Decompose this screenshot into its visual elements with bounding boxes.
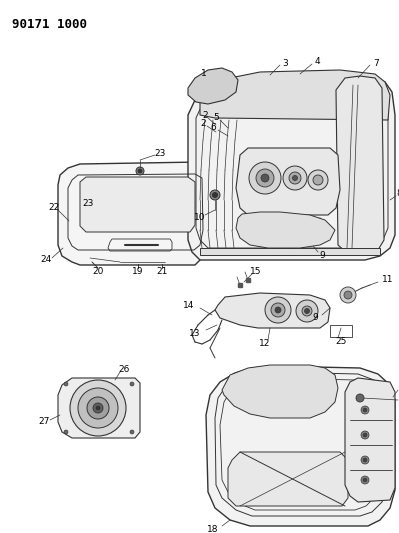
Circle shape bbox=[70, 380, 126, 436]
Text: 18: 18 bbox=[207, 524, 218, 533]
Circle shape bbox=[292, 175, 298, 181]
Text: 7: 7 bbox=[373, 59, 379, 68]
Circle shape bbox=[210, 190, 220, 200]
Polygon shape bbox=[345, 378, 395, 502]
Polygon shape bbox=[236, 212, 335, 248]
Text: 14: 14 bbox=[183, 301, 194, 310]
Circle shape bbox=[283, 166, 307, 190]
Circle shape bbox=[361, 456, 369, 464]
Text: 5: 5 bbox=[213, 112, 219, 122]
Text: 16: 16 bbox=[398, 383, 399, 392]
Circle shape bbox=[256, 169, 274, 187]
Text: 3: 3 bbox=[282, 59, 288, 68]
Text: 9: 9 bbox=[319, 251, 325, 260]
Circle shape bbox=[363, 408, 367, 412]
Circle shape bbox=[363, 478, 367, 482]
Polygon shape bbox=[58, 378, 140, 438]
Circle shape bbox=[304, 309, 310, 313]
Polygon shape bbox=[58, 162, 210, 265]
Text: 19: 19 bbox=[132, 268, 144, 277]
Bar bbox=[80, 183, 90, 189]
Polygon shape bbox=[215, 293, 330, 328]
Text: 8: 8 bbox=[396, 189, 399, 198]
Circle shape bbox=[64, 430, 68, 434]
Polygon shape bbox=[206, 366, 395, 526]
Text: 2: 2 bbox=[200, 119, 206, 128]
Circle shape bbox=[361, 476, 369, 484]
Circle shape bbox=[289, 172, 301, 184]
Polygon shape bbox=[222, 365, 338, 418]
Polygon shape bbox=[228, 452, 348, 506]
Circle shape bbox=[361, 431, 369, 439]
Circle shape bbox=[275, 307, 281, 313]
Circle shape bbox=[296, 300, 318, 322]
Text: 13: 13 bbox=[188, 328, 200, 337]
Circle shape bbox=[363, 433, 367, 437]
Polygon shape bbox=[80, 177, 195, 232]
Circle shape bbox=[138, 169, 142, 173]
Text: 4: 4 bbox=[314, 58, 320, 67]
Text: 25: 25 bbox=[335, 336, 347, 345]
Circle shape bbox=[340, 287, 356, 303]
Bar bbox=[68, 218, 77, 224]
Circle shape bbox=[213, 192, 217, 198]
Text: 17: 17 bbox=[398, 392, 399, 401]
Text: 12: 12 bbox=[259, 340, 271, 349]
Circle shape bbox=[130, 382, 134, 386]
Circle shape bbox=[361, 406, 369, 414]
Text: 26: 26 bbox=[119, 365, 130, 374]
Text: 90171 1000: 90171 1000 bbox=[12, 18, 87, 31]
Polygon shape bbox=[188, 68, 238, 104]
Text: 21: 21 bbox=[156, 268, 168, 277]
Text: 15: 15 bbox=[250, 268, 262, 277]
Circle shape bbox=[136, 167, 144, 175]
Circle shape bbox=[265, 297, 291, 323]
Text: 10: 10 bbox=[194, 214, 206, 222]
Text: 20: 20 bbox=[92, 268, 104, 277]
Circle shape bbox=[302, 306, 312, 316]
Text: 9: 9 bbox=[312, 312, 318, 321]
Circle shape bbox=[130, 430, 134, 434]
Text: 6: 6 bbox=[210, 124, 216, 133]
Circle shape bbox=[87, 397, 109, 419]
Circle shape bbox=[93, 403, 103, 413]
Circle shape bbox=[261, 174, 269, 182]
Circle shape bbox=[356, 394, 364, 402]
Circle shape bbox=[344, 291, 352, 299]
Text: 27: 27 bbox=[38, 417, 50, 426]
Text: 11: 11 bbox=[382, 276, 393, 285]
Text: 23: 23 bbox=[154, 149, 166, 157]
Text: 22: 22 bbox=[48, 203, 59, 212]
Circle shape bbox=[249, 162, 281, 194]
Polygon shape bbox=[200, 70, 390, 120]
Circle shape bbox=[96, 406, 100, 410]
Polygon shape bbox=[188, 74, 395, 260]
Text: 24: 24 bbox=[40, 255, 51, 264]
Text: 1: 1 bbox=[201, 69, 207, 77]
Circle shape bbox=[64, 382, 68, 386]
Polygon shape bbox=[236, 148, 340, 215]
Text: 2: 2 bbox=[202, 110, 208, 119]
Circle shape bbox=[363, 458, 367, 462]
Polygon shape bbox=[336, 76, 384, 252]
Polygon shape bbox=[200, 248, 380, 255]
Bar bbox=[330, 325, 352, 337]
Circle shape bbox=[308, 170, 328, 190]
Circle shape bbox=[313, 175, 323, 185]
Circle shape bbox=[78, 388, 118, 428]
Text: 23: 23 bbox=[82, 198, 94, 207]
Circle shape bbox=[271, 303, 285, 317]
